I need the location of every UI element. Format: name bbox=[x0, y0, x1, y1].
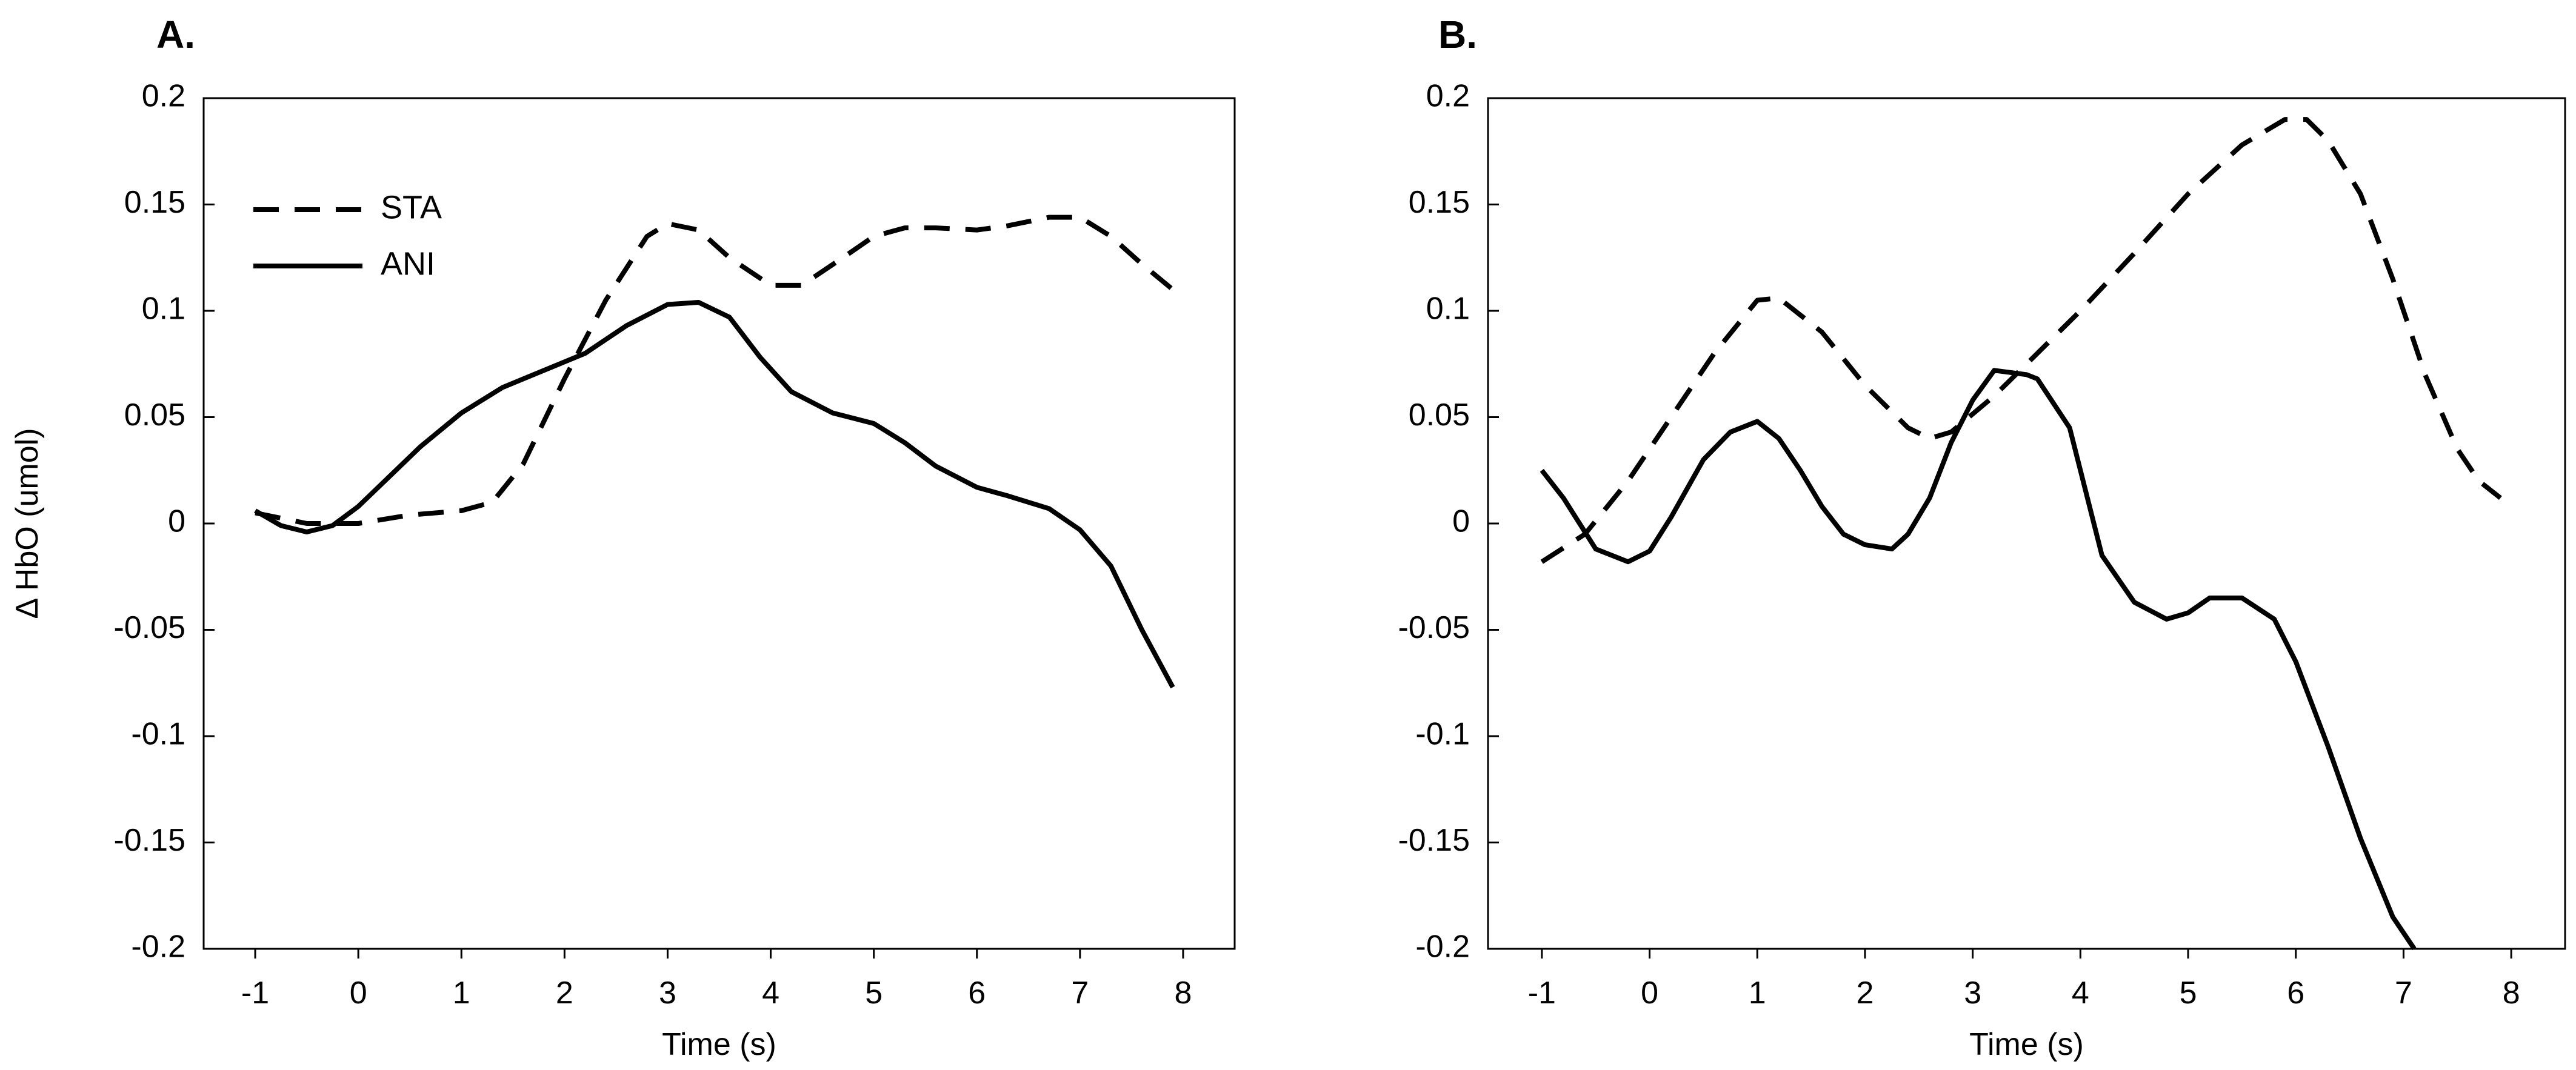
x-tick-label: 5 bbox=[865, 975, 883, 1011]
y-tick-label: 0.2 bbox=[142, 79, 185, 114]
y-tick-label: -0.05 bbox=[113, 610, 185, 645]
x-tick-label: 1 bbox=[1749, 975, 1766, 1011]
x-tick-label: 2 bbox=[1856, 975, 1874, 1011]
x-tick-label: 4 bbox=[762, 975, 779, 1011]
legend-label: ANI bbox=[381, 245, 435, 282]
y-tick-label: 0 bbox=[1452, 504, 1470, 539]
x-tick-label: 7 bbox=[2395, 975, 2412, 1011]
x-tick-label: 2 bbox=[556, 975, 573, 1011]
chart-panel-a: A. 0.2 0.15 0.1 0.05 0 -0.05 -0.1 -0.15 -0.2 -1 0 1 2… bbox=[10, 13, 1236, 1062]
x-tick-label: 6 bbox=[968, 975, 986, 1011]
legend: STA ANI bbox=[253, 189, 442, 282]
y-tick-label: 0.05 bbox=[1409, 397, 1470, 433]
x-tick-label: 0 bbox=[350, 975, 367, 1011]
panel-label: B. bbox=[1438, 13, 1477, 56]
y-tick-label: -0.15 bbox=[113, 823, 185, 858]
y-tick-label: -0.1 bbox=[131, 717, 185, 752]
x-tick-label: 8 bbox=[1174, 975, 1192, 1011]
series-line-sta bbox=[1540, 117, 2502, 564]
x-tick-label: -1 bbox=[241, 975, 269, 1011]
series-line-ani bbox=[1540, 368, 2417, 951]
x-tick-label: 1 bbox=[453, 975, 470, 1011]
y-tick-label: -0.15 bbox=[1398, 823, 1470, 858]
x-tick-label: -1 bbox=[1528, 975, 1556, 1011]
y-tick-label: 0.2 bbox=[1426, 79, 1470, 114]
x-tick-label: 0 bbox=[1641, 975, 1658, 1011]
x-tick-label: 6 bbox=[2287, 975, 2304, 1011]
y-tick-label: 0 bbox=[168, 504, 185, 539]
series-line-ani bbox=[254, 300, 1175, 689]
y-tick-label: 0.05 bbox=[124, 397, 185, 433]
x-axis-title: Time (s) bbox=[662, 1027, 776, 1062]
y-axis-title: Δ HbO (umol) bbox=[10, 428, 45, 619]
x-tick-label: 4 bbox=[2072, 975, 2089, 1011]
x-tick-label: 7 bbox=[1071, 975, 1089, 1011]
y-tick-label: -0.1 bbox=[1415, 717, 1470, 752]
y-tick-label: -0.05 bbox=[1398, 610, 1470, 645]
y-tick-label: 0.15 bbox=[124, 185, 185, 220]
y-tick-label: 0.1 bbox=[1426, 291, 1470, 327]
x-tick-label: 3 bbox=[659, 975, 676, 1011]
y-tick-label: 0.1 bbox=[142, 291, 185, 327]
panel-label: A. bbox=[156, 13, 195, 56]
x-tick-label: 3 bbox=[1964, 975, 1981, 1011]
x-tick-label: 5 bbox=[2180, 975, 2197, 1011]
legend-label: STA bbox=[381, 189, 442, 225]
y-tick-label: 0.15 bbox=[1409, 185, 1470, 220]
chart-panel-b: B. 0.2 0.15 0.1 0.05 0 -0.05 -0.1 -0.15 -0.2 -1 0 1 2… bbox=[1398, 13, 2566, 1062]
series-line-sta bbox=[255, 214, 1175, 526]
x-axis-title: Time (s) bbox=[1969, 1027, 2084, 1062]
y-tick-label: -0.2 bbox=[1415, 929, 1470, 965]
x-tick-label: 8 bbox=[2503, 975, 2520, 1011]
y-tick-label: -0.2 bbox=[131, 929, 185, 965]
